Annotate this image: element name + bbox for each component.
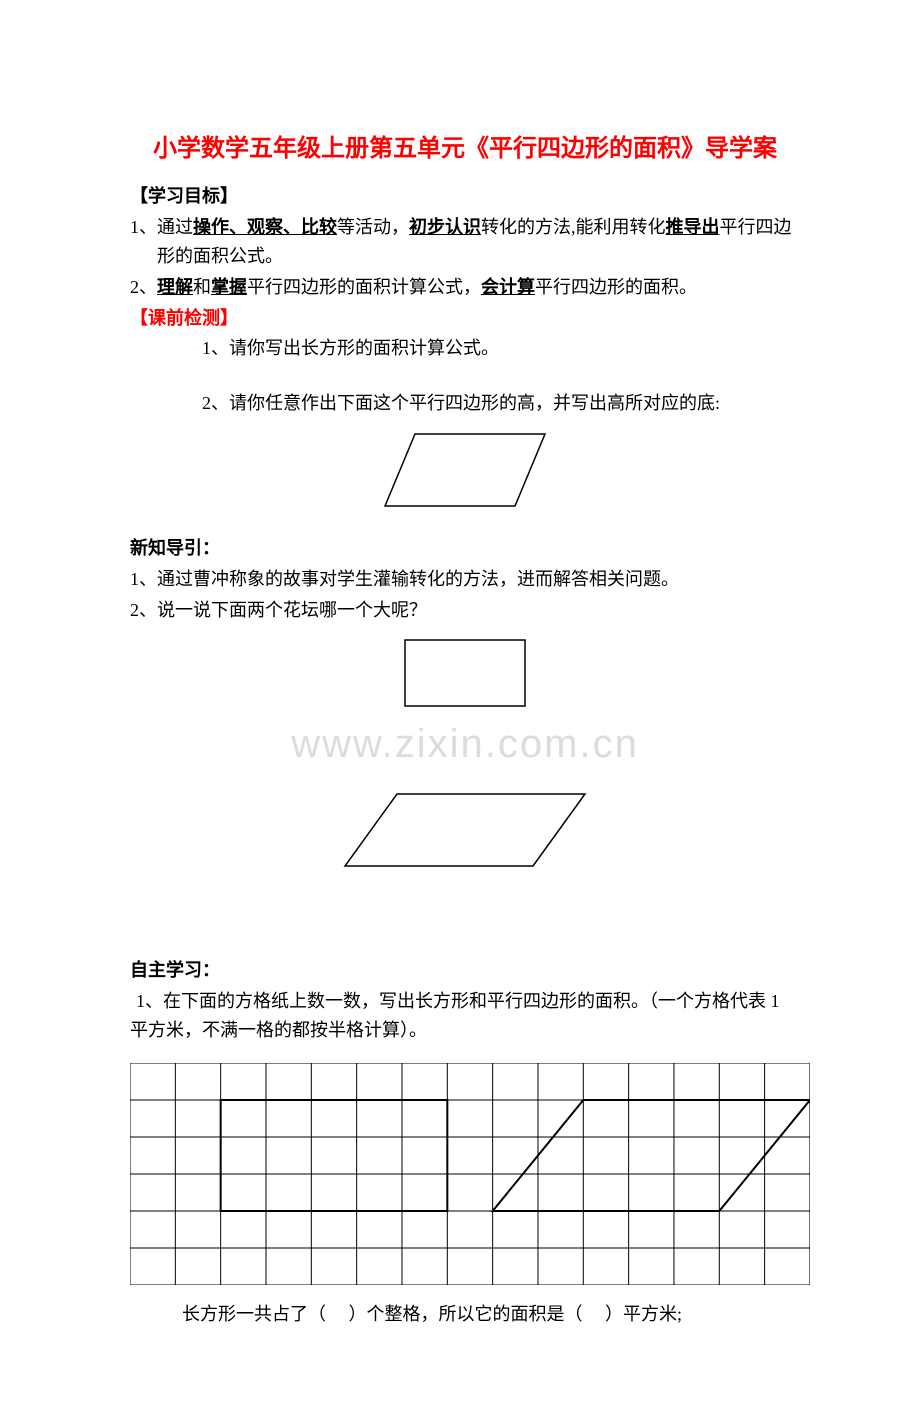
rect-shape-wrap — [130, 630, 800, 716]
goal-1-prefix: 通过 — [157, 217, 193, 237]
parallelogram-1-shape — [385, 434, 545, 506]
newknow-item-1: 1、通过曹冲称象的故事对学生灌输转化的方法，进而解答相关问题。 — [130, 565, 800, 594]
selfstudy-heading: 自主学习： — [130, 956, 800, 985]
conclusion-p2: ）个整格，所以它的面积是（ — [349, 1304, 583, 1324]
rectangle-shape — [405, 640, 525, 706]
newknow-heading: 新知导引： — [130, 534, 800, 563]
goal-1-u1: 操作、观察、比较 — [193, 217, 337, 237]
goal-2-num: 2、 — [130, 273, 157, 302]
goal-1-u2: 初步认识 — [409, 217, 481, 237]
goal-2-mid1: 和 — [193, 277, 211, 297]
goal-item-2: 2、 理解和掌握平行四边形的面积计算公式，会计算平行四边形的面积。 — [130, 273, 800, 302]
goal-2-u2: 掌握 — [211, 277, 247, 297]
spacer — [130, 365, 800, 387]
page-title: 小学数学五年级上册第五单元《平行四边形的面积》导学案 — [130, 130, 800, 168]
goal-1-mid1: 等活动， — [337, 217, 409, 237]
spacer — [130, 884, 800, 954]
goal-1-num: 1、 — [130, 213, 157, 242]
conclusion-p1: 长方形一共占了（ — [182, 1304, 326, 1324]
pretest-q1: 1、请你写出长方形的面积计算公式。 — [130, 334, 800, 363]
rectangle-icon — [395, 630, 535, 716]
parallelogram-1-wrap — [130, 424, 800, 516]
watermark-text: www.zixin.com.cn — [130, 712, 800, 776]
selfstudy-text: 1、在下面的方格纸上数一数，写出长方形和平行四边形的面积。（一个方格代表 1 平… — [130, 987, 800, 1045]
goal-2-tail: 平行四边形的面积。 — [535, 277, 697, 297]
spacer — [130, 522, 800, 532]
goal-1-mid2: 转化的方法,能利用转化 — [481, 217, 666, 237]
conclusion-p3: ）平方米; — [605, 1304, 682, 1324]
page-content: 小学数学五年级上册第五单元《平行四边形的面积》导学案 【学习目标】 1、 通过操… — [0, 0, 920, 1408]
goal-item-1: 1、 通过操作、观察、比较等活动，初步认识转化的方法,能利用转化推导出平行四边形… — [130, 213, 800, 271]
goal-2-text: 理解和掌握平行四边形的面积计算公式，会计算平行四边形的面积。 — [157, 273, 800, 302]
pretest-q2: 2、请你任意作出下面这个平行四边形的高，并写出高所对应的底: — [130, 389, 800, 418]
grid-diagram — [130, 1063, 810, 1285]
parallelogram-2-icon — [335, 782, 595, 878]
goal-1-u3: 推导出 — [666, 217, 720, 237]
goal-1-text: 通过操作、观察、比较等活动，初步认识转化的方法,能利用转化推导出平行四边形的面积… — [157, 213, 800, 271]
pretest-heading: 【课前检测】 — [130, 304, 800, 333]
grid-wrap — [130, 1063, 800, 1294]
parallelogram-2-shape — [345, 794, 585, 866]
goal-2-u3: 会计算 — [481, 277, 535, 297]
conclusion-line: 长方形一共占了（ ）个整格，所以它的面积是（ ）平方米; — [130, 1300, 800, 1329]
goals-heading: 【学习目标】 — [130, 182, 800, 211]
parallelogram-1-icon — [375, 424, 555, 516]
goal-2-mid2: 平行四边形的面积计算公式， — [247, 277, 481, 297]
newknow-item-2: 2、说一说下面两个花坛哪一个大呢？ — [130, 596, 800, 625]
goal-2-u1: 理解 — [157, 277, 193, 297]
parallelogram-2-wrap — [130, 782, 800, 878]
